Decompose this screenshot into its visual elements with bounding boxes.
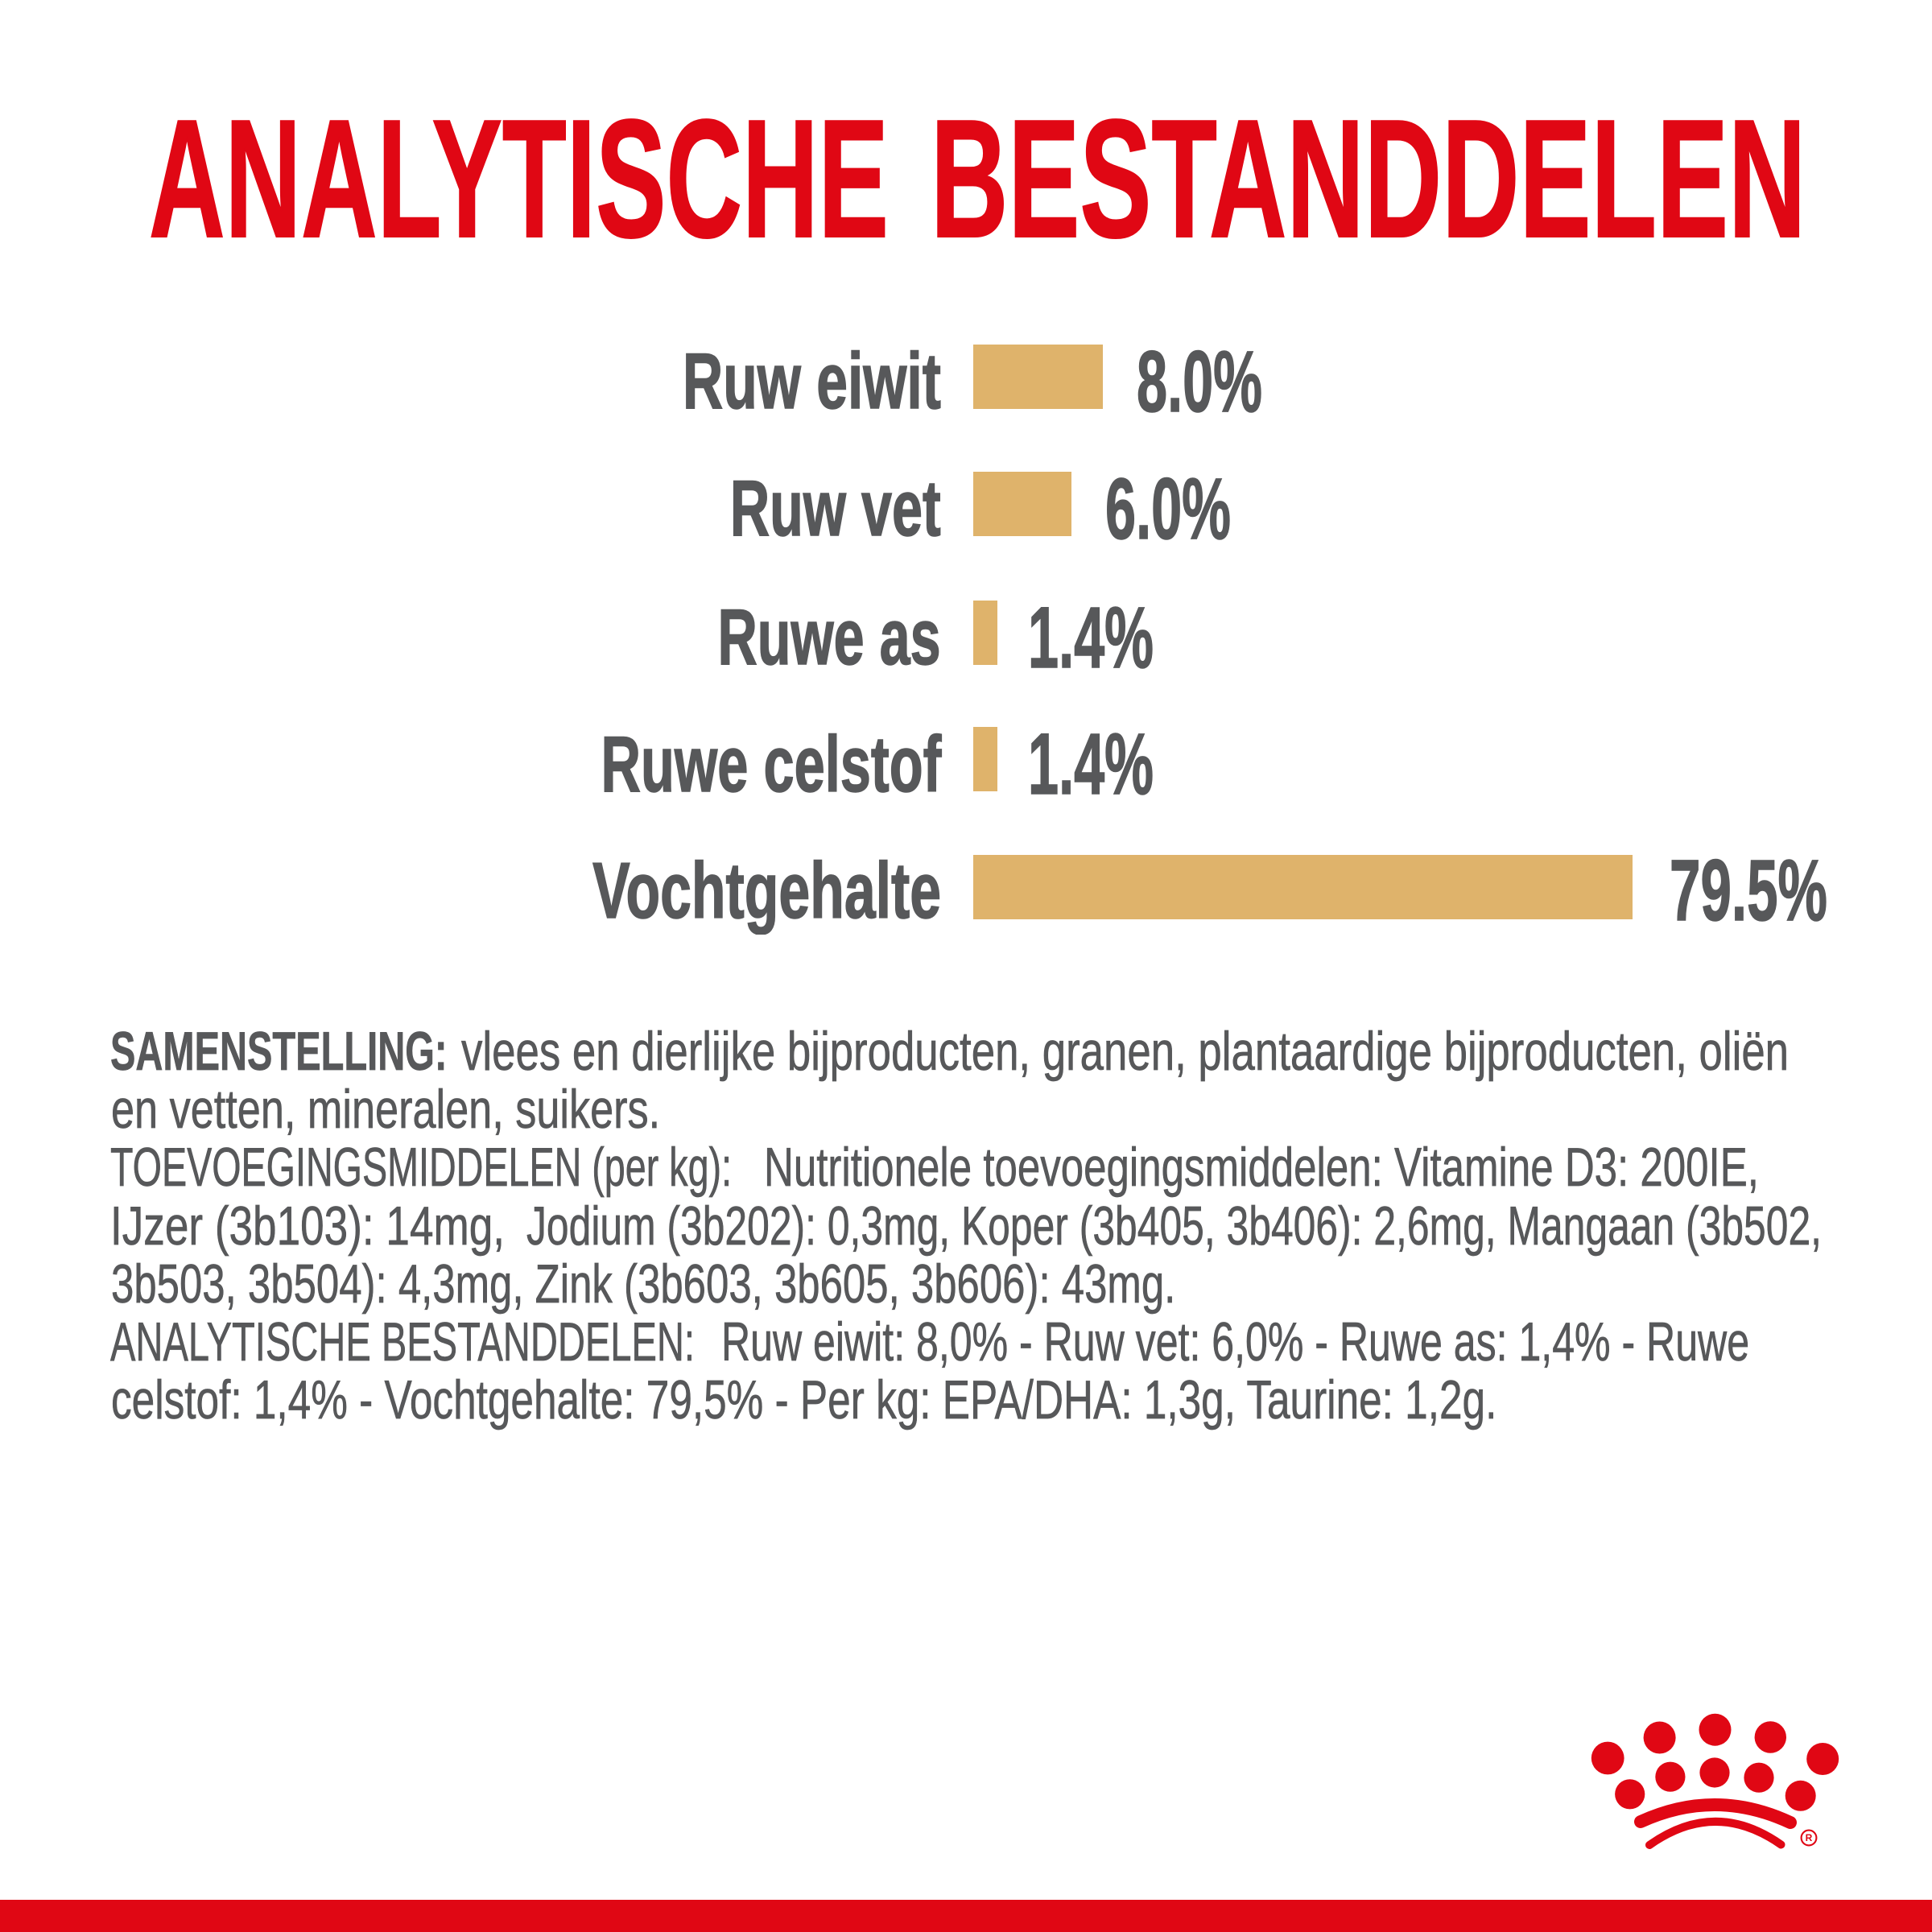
svg-text:R: R: [1806, 1832, 1813, 1843]
